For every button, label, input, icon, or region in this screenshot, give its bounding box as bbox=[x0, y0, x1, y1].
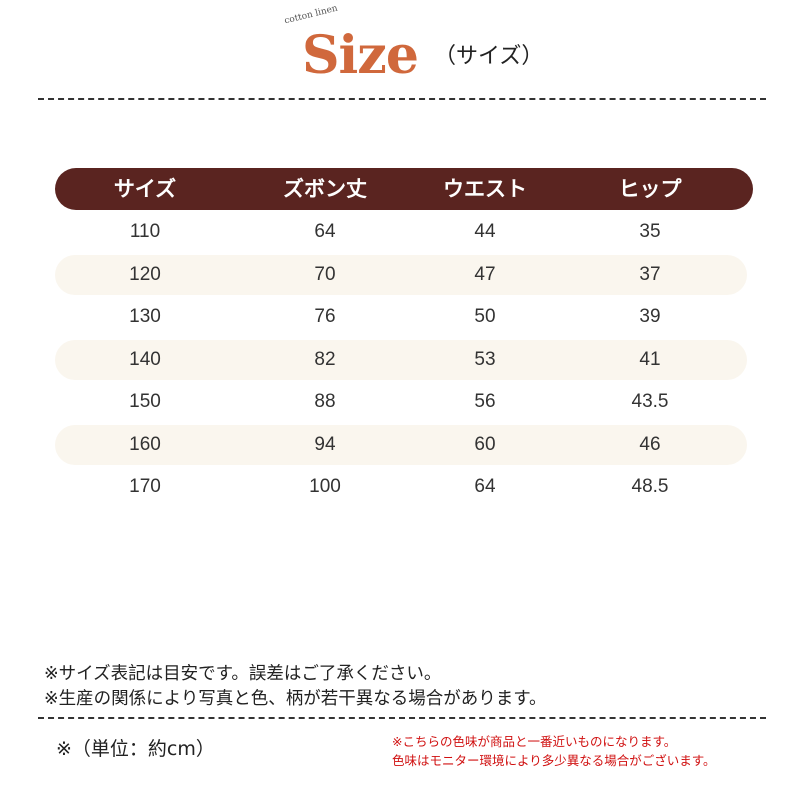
table-cell: 170 bbox=[129, 476, 161, 497]
page-subtitle: （サイズ） bbox=[434, 44, 544, 69]
note: ※生産の関係により写真と色、柄が若干異なる場合があります。 bbox=[44, 689, 547, 709]
table-cell: 53 bbox=[474, 348, 496, 370]
table-row: 150 88 56 43.5 bbox=[55, 382, 747, 422]
table-cell: 39 bbox=[639, 306, 661, 327]
table-row: 130 76 50 39 bbox=[55, 297, 747, 337]
table-cell: 120 bbox=[129, 263, 161, 285]
table-cell: 37 bbox=[639, 263, 661, 285]
column-header: ヒップ bbox=[618, 177, 682, 201]
table-cell: 100 bbox=[309, 476, 341, 497]
tagline: cotton linen bbox=[283, 3, 339, 27]
column-header: ズボン丈 bbox=[283, 177, 367, 201]
table-cell: 94 bbox=[314, 433, 336, 455]
note: ※サイズ表記は目安です。誤差はご了承ください。 bbox=[44, 664, 442, 684]
table-cell: 64 bbox=[314, 221, 336, 242]
table-row: 170 100 64 48.5 bbox=[55, 467, 747, 507]
table-cell: 44 bbox=[474, 221, 496, 242]
color-note: 色味はモニター環境により多少異なる場合がございます。 bbox=[392, 753, 716, 768]
table-cell: 82 bbox=[314, 348, 336, 370]
divider bbox=[38, 717, 766, 719]
table-cell: 48.5 bbox=[631, 476, 669, 497]
table-cell: 60 bbox=[474, 433, 496, 455]
table-cell: 150 bbox=[129, 391, 161, 412]
table-cell: 56 bbox=[474, 391, 496, 412]
divider bbox=[38, 98, 766, 100]
table-cell: 130 bbox=[129, 306, 161, 327]
table-row: 110 64 44 35 bbox=[55, 212, 747, 252]
table-cell: 160 bbox=[129, 433, 161, 455]
table-cell: 88 bbox=[314, 391, 336, 412]
table-row: 140 82 53 41 bbox=[55, 339, 747, 380]
table-header: サイズ ズボン丈 ウエスト ヒップ bbox=[55, 168, 753, 210]
unit-note: ※（単位：約cm） bbox=[56, 738, 215, 760]
table-cell: 47 bbox=[474, 263, 496, 285]
table-cell: 35 bbox=[639, 221, 661, 242]
table-cell: 43.5 bbox=[631, 391, 669, 412]
table-cell: 50 bbox=[474, 306, 496, 327]
color-note: ※こちらの色味が商品と一番近いものになります。 bbox=[392, 734, 677, 749]
column-header: サイズ bbox=[113, 177, 177, 201]
table-cell: 41 bbox=[639, 348, 661, 370]
table-row: 160 94 60 46 bbox=[55, 424, 747, 465]
column-header: ウエスト bbox=[443, 177, 527, 201]
table-cell: 64 bbox=[474, 476, 496, 497]
page-title: Size bbox=[302, 25, 419, 86]
table-cell: 46 bbox=[639, 433, 661, 455]
table-row: 120 70 47 37 bbox=[55, 254, 747, 295]
table-cell: 70 bbox=[314, 263, 336, 285]
table-cell: 140 bbox=[129, 348, 161, 370]
table-cell: 110 bbox=[129, 221, 161, 242]
table-cell: 76 bbox=[314, 306, 336, 327]
